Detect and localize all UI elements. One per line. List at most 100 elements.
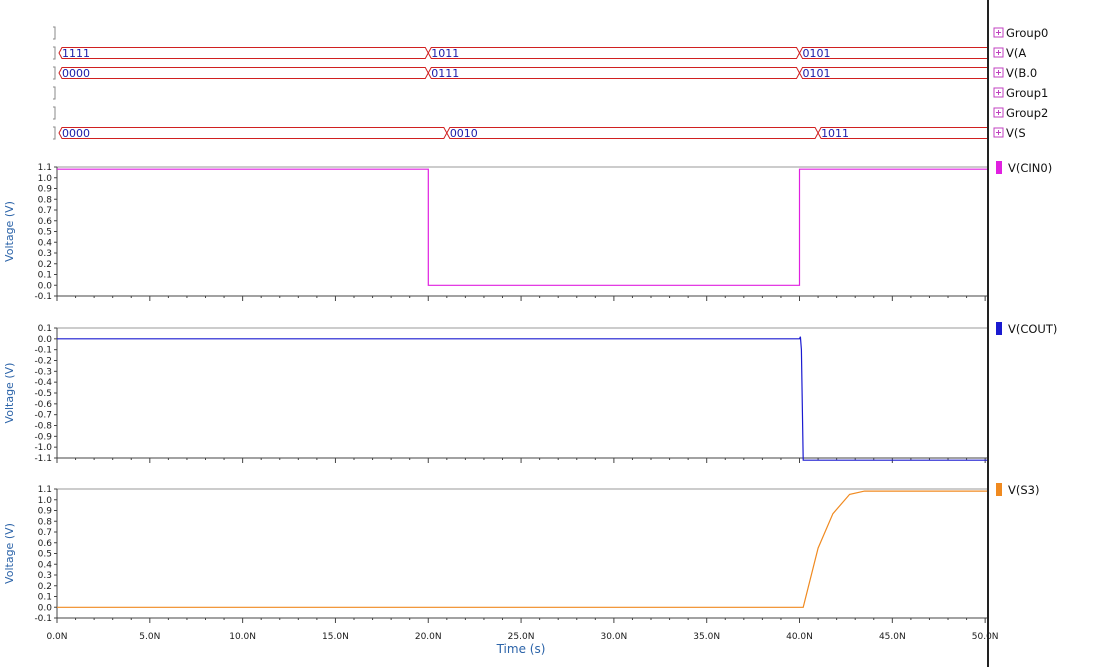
bus-legend-label: Group0 xyxy=(1006,26,1048,40)
y-tick-label: 0.1 xyxy=(38,324,52,334)
x-tick-label: 30.0N xyxy=(600,632,627,642)
y-tick-label: -1.1 xyxy=(34,454,52,464)
series-legend-item[interactable]: V(COUT) xyxy=(996,322,1057,336)
x-tick-label: 35.0N xyxy=(693,632,720,642)
series-color-swatch xyxy=(996,322,1002,335)
y-tick-label: -0.2 xyxy=(34,357,52,367)
bus-row xyxy=(53,86,56,100)
chart-panel: 1.11.00.90.80.70.60.50.40.30.20.10.0-0.1… xyxy=(3,483,1039,624)
y-tick-label: 0.7 xyxy=(38,206,52,216)
bus-value: 1011 xyxy=(821,127,849,140)
series-line xyxy=(57,490,987,608)
y-axis-label: Voltage (V) xyxy=(3,201,16,262)
bus-legend-label: V(A xyxy=(1006,46,1026,60)
x-tick-label: 15.0N xyxy=(322,632,349,642)
bus-legend-item[interactable]: V(S xyxy=(993,126,1026,140)
bus-legend-label: V(B.0 xyxy=(1006,66,1037,80)
chart-panel: 1.11.00.90.80.70.60.50.40.30.20.10.0-0.1… xyxy=(3,161,1052,302)
y-tick-label: 0.0 xyxy=(38,603,53,613)
expand-plus-glyph xyxy=(996,130,1001,135)
y-tick-label: 0.7 xyxy=(38,528,52,538)
series-legend-item[interactable]: V(CIN0) xyxy=(996,161,1052,175)
bus-segment xyxy=(427,47,801,59)
expand-plus-glyph xyxy=(996,90,1001,95)
bus-value: 1111 xyxy=(62,47,90,60)
series-color-swatch xyxy=(996,483,1002,496)
expand-plus-glyph xyxy=(996,30,1001,35)
bus-legend-item[interactable]: Group0 xyxy=(993,26,1048,40)
bus-legend-item[interactable]: V(A xyxy=(993,46,1026,60)
bus-segment xyxy=(58,47,429,59)
y-tick-label: 0.8 xyxy=(38,195,53,205)
y-tick-label: 0.1 xyxy=(38,593,52,603)
bus-segment xyxy=(427,67,801,79)
series-legend-label: V(S3) xyxy=(1008,483,1039,497)
y-tick-label: -0.6 xyxy=(34,400,52,410)
x-tick-label: 20.0N xyxy=(415,632,442,642)
y-tick-label: -0.5 xyxy=(34,389,52,399)
series-legend-item[interactable]: V(S3) xyxy=(996,483,1039,497)
y-tick-label: 1.1 xyxy=(38,163,52,173)
y-tick-label: 0.5 xyxy=(38,550,52,560)
y-tick-label: -0.1 xyxy=(34,292,52,302)
y-tick-label: -0.8 xyxy=(34,422,52,432)
y-tick-label: 0.9 xyxy=(38,507,53,517)
series-legend-label: V(CIN0) xyxy=(1008,161,1052,175)
y-tick-label: 0.4 xyxy=(38,238,53,248)
x-tick-label: 10.0N xyxy=(229,632,256,642)
y-tick-label: 0.4 xyxy=(38,560,53,570)
y-tick-label: 0.2 xyxy=(38,260,52,270)
y-tick-label: 0.5 xyxy=(38,228,52,238)
y-tick-label: 0.9 xyxy=(38,185,53,195)
bus-row xyxy=(53,26,56,40)
bus-segment xyxy=(58,127,448,139)
bus-value: 1011 xyxy=(431,47,459,60)
bus-row: 0000 0010 1011 xyxy=(53,126,987,140)
series-line xyxy=(57,336,987,461)
y-tick-label: 0.6 xyxy=(38,539,53,549)
bus-row xyxy=(53,106,56,120)
y-tick-label: -0.1 xyxy=(34,346,52,356)
bus-legend-item[interactable]: Group2 xyxy=(993,106,1048,120)
bus-value: 0010 xyxy=(450,127,478,140)
row-marker xyxy=(53,26,56,40)
chart-panel: 0.10.0-0.1-0.2-0.3-0.4-0.5-0.6-0.7-0.8-0… xyxy=(3,322,1057,464)
y-axis-label: Voltage (V) xyxy=(3,523,16,584)
expand-plus-glyph xyxy=(996,50,1001,55)
x-axis-label: Time (s) xyxy=(496,642,546,656)
bus-segment xyxy=(58,67,429,79)
y-tick-label: 0.8 xyxy=(38,517,53,527)
bus-legend-item[interactable]: V(B.0 xyxy=(993,66,1037,80)
y-axis-label: Voltage (V) xyxy=(3,363,16,424)
row-marker xyxy=(53,66,56,80)
bus-value: 0000 xyxy=(62,127,90,140)
y-tick-label: 1.0 xyxy=(38,174,53,184)
bus-segment xyxy=(446,127,819,139)
bus-legend-label: V(S xyxy=(1006,126,1026,140)
bus-value: 0101 xyxy=(803,67,831,80)
bus-legend-label: Group1 xyxy=(1006,86,1048,100)
bus-segment xyxy=(817,127,987,139)
y-tick-label: 1.0 xyxy=(38,496,53,506)
series-color-swatch xyxy=(996,161,1002,174)
bus-legend-label: Group2 xyxy=(1006,106,1048,120)
x-tick-label: 50.0N xyxy=(972,632,999,642)
row-marker xyxy=(53,46,56,60)
x-tick-label: 45.0N xyxy=(879,632,906,642)
bus-legend-item[interactable]: Group1 xyxy=(993,86,1048,100)
y-tick-label: 0.3 xyxy=(38,249,52,259)
bus-segment xyxy=(799,67,987,79)
row-marker xyxy=(53,106,56,120)
y-tick-label: 1.1 xyxy=(38,485,52,495)
expand-plus-glyph xyxy=(996,70,1001,75)
row-marker xyxy=(53,86,56,100)
series-line xyxy=(57,168,987,286)
y-tick-label: 0.3 xyxy=(38,571,52,581)
y-tick-label: -0.1 xyxy=(34,614,52,624)
y-tick-label: 0.1 xyxy=(38,271,52,281)
x-tick-label: 40.0N xyxy=(786,632,813,642)
bus-row: 1111 1011 0101 xyxy=(53,46,987,60)
expand-plus-glyph xyxy=(996,110,1001,115)
bus-value: 0111 xyxy=(431,67,459,80)
